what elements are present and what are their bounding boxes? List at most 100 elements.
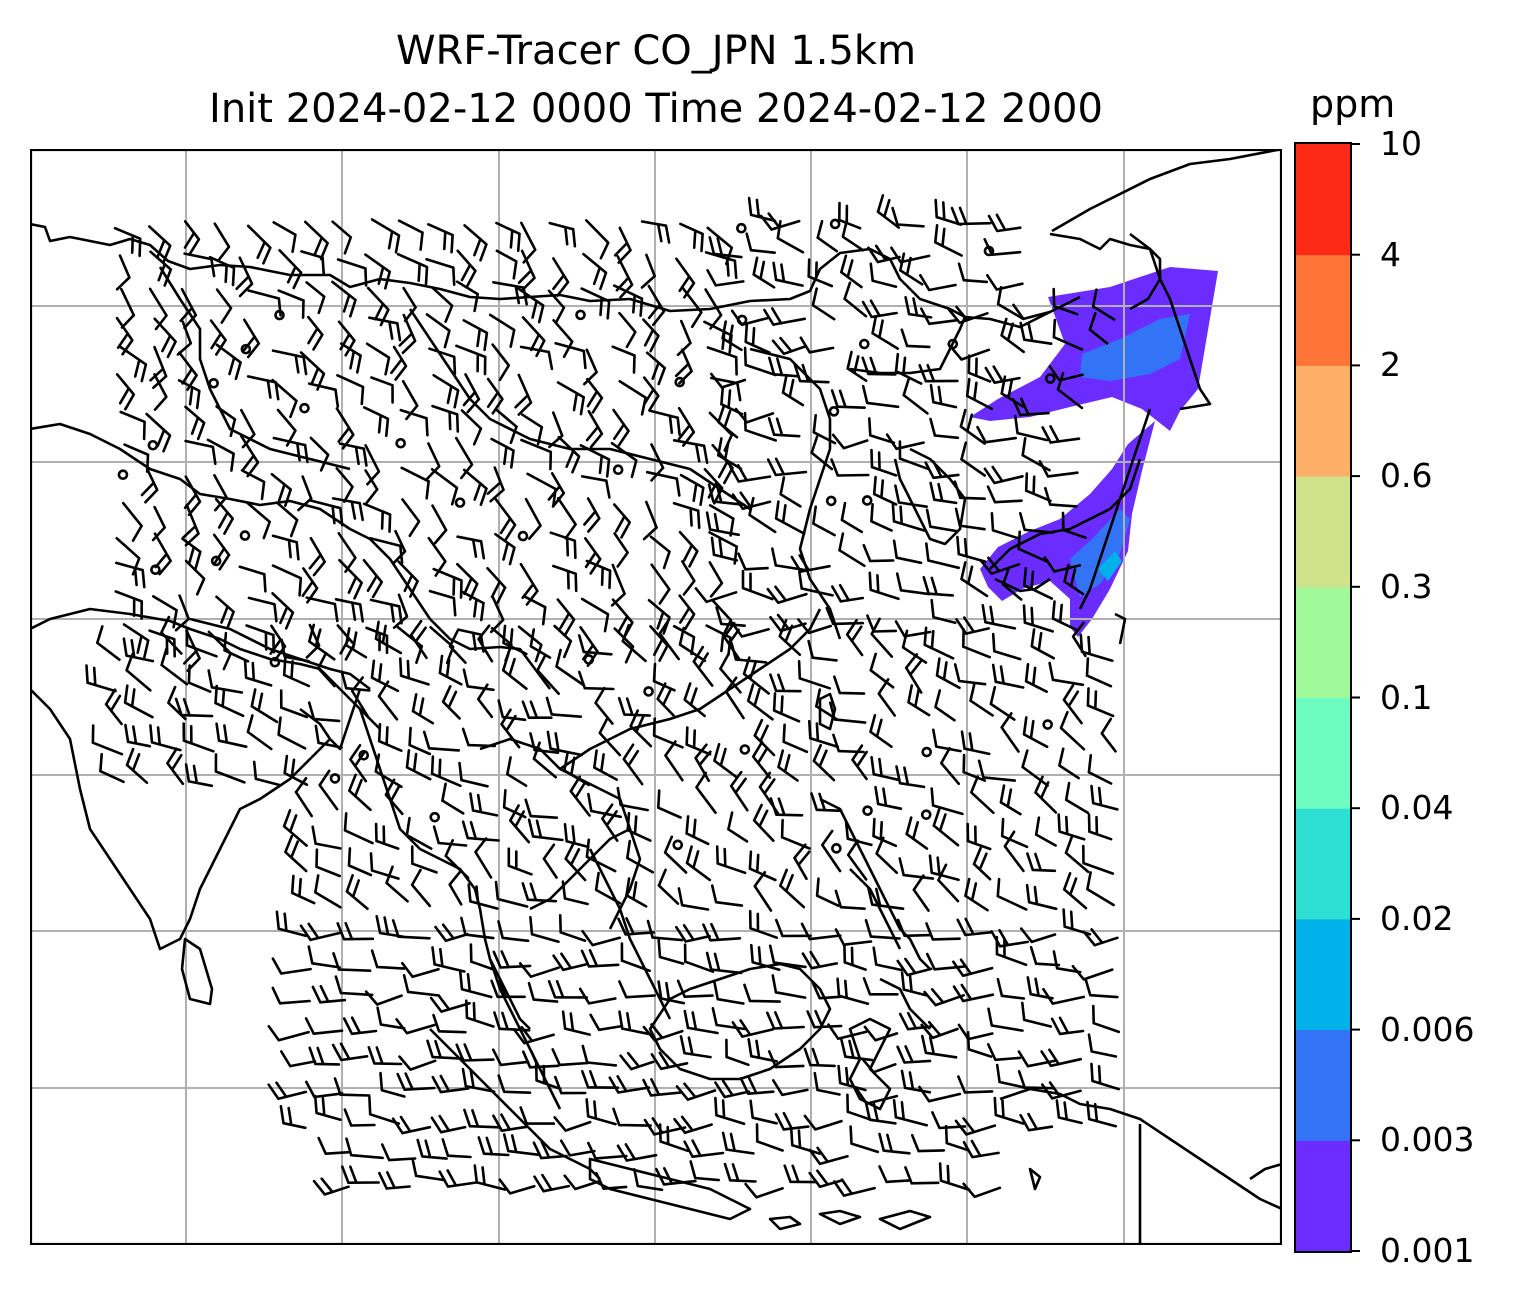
wind-barb (547, 980, 588, 999)
wind-barb (708, 561, 724, 598)
wind-barb (579, 444, 611, 478)
wind-barb (959, 408, 986, 445)
wind-barb (877, 678, 896, 717)
wind-barb (810, 792, 843, 813)
wind-barb (1062, 872, 1088, 910)
wind-barb (153, 317, 177, 359)
wind-barb (362, 558, 383, 599)
wind-barb (585, 1098, 617, 1126)
wind-barb (657, 789, 682, 819)
wind-barb (801, 950, 839, 970)
wind-barb (956, 535, 987, 563)
wind-barb (1038, 460, 1079, 478)
wind-barb (272, 221, 297, 253)
wind-barb (429, 994, 471, 1013)
wind-barb (278, 249, 303, 290)
wind-barb (1001, 567, 1023, 601)
wind-barb (954, 507, 986, 531)
wind-barb (947, 305, 989, 324)
wind-barb (1017, 1050, 1058, 1068)
wind-barb (742, 656, 770, 695)
wind-barb (1019, 1112, 1054, 1132)
wind-barb (115, 316, 134, 356)
wind-barb (966, 822, 992, 851)
colorbar-tick-label: 0.3 (1380, 566, 1433, 606)
wind-barb (918, 1085, 962, 1103)
wind-barb (935, 657, 961, 690)
wind-barb (798, 570, 834, 597)
calm-wind-circle (329, 773, 341, 784)
wind-barb (950, 206, 992, 226)
wind-barb (379, 1071, 406, 1098)
wind-barb (561, 1010, 591, 1036)
wind-barb (924, 460, 960, 480)
coastlines (30, 149, 1280, 1243)
wind-barb (368, 316, 402, 342)
wind-barb (658, 618, 680, 661)
wind-barb (432, 825, 468, 847)
wind-barb (710, 372, 747, 389)
wind-barb (428, 589, 457, 617)
wind-barb (455, 1043, 495, 1062)
wind-barb (962, 1139, 1000, 1159)
wind-barb (545, 696, 583, 718)
wind-barb (318, 769, 339, 811)
wind-barb (612, 284, 644, 317)
wind-barb (1023, 567, 1054, 600)
wind-barb (846, 839, 868, 881)
wind-barb (816, 219, 839, 253)
wind-barb (497, 1074, 532, 1094)
wind-barb (778, 619, 802, 656)
colorbar-cell (1295, 586, 1351, 698)
wind-barb (1022, 604, 1054, 633)
wind-barb (679, 1035, 712, 1059)
calm-wind-circle (395, 437, 406, 449)
wind-barb (271, 957, 312, 975)
wind-barb (125, 652, 152, 692)
wind-barb (803, 1047, 836, 1068)
wind-barb (711, 599, 733, 637)
wind-barb (375, 915, 405, 938)
wind-barb (705, 511, 740, 537)
wind-barb (611, 345, 636, 374)
wind-barb (870, 617, 894, 658)
wind-barb (930, 787, 964, 816)
wind-barb (962, 753, 987, 782)
map-border (30, 149, 1282, 1245)
wind-barb (552, 319, 574, 358)
wind-barb (715, 845, 747, 875)
wind-barb (408, 726, 432, 756)
wind-barb (494, 498, 517, 541)
wind-barb (542, 843, 558, 879)
wind-barb (119, 410, 146, 441)
wind-barb (995, 935, 1028, 967)
wind-barb (183, 252, 216, 278)
wind-barb (343, 1108, 376, 1127)
wind-barb (460, 409, 483, 446)
wind-barb (748, 909, 779, 939)
wind-barb (119, 345, 148, 383)
wind-barb (148, 225, 172, 263)
wind-barb (672, 501, 701, 530)
wind-barb (502, 1133, 540, 1156)
wind-barb (929, 417, 960, 440)
wind-barb (490, 979, 526, 999)
wind-barb (657, 868, 680, 905)
wind-barb (618, 311, 637, 349)
wind-barb (894, 484, 928, 508)
wind-barb (656, 682, 675, 717)
wind-barb (271, 378, 298, 419)
wind-barb (223, 631, 250, 663)
wind-barb (426, 1039, 465, 1060)
wind-barb (309, 499, 344, 527)
wind-barb (494, 408, 518, 445)
wind-barb (677, 406, 696, 447)
wind-barb (391, 1115, 432, 1135)
wind-barb (182, 722, 215, 753)
wind-barb (808, 719, 840, 749)
wind-barb (364, 469, 379, 505)
colorbar-cell (1295, 365, 1351, 477)
wind-barb (704, 251, 738, 280)
wind-barb (685, 726, 712, 756)
wind-barb (1021, 437, 1051, 472)
